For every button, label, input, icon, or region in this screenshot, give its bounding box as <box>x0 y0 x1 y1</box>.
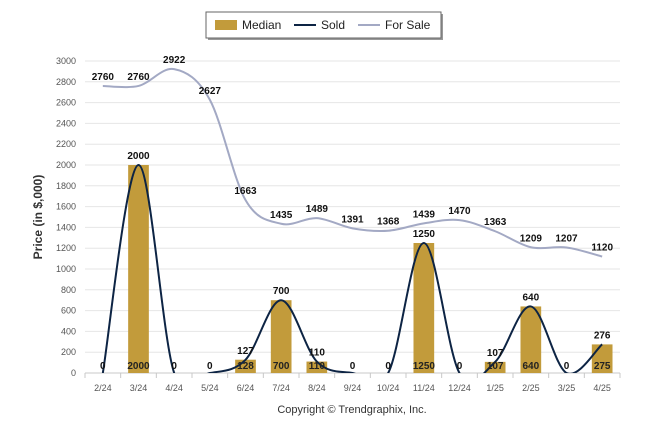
y-tick-label: 2400 <box>56 118 76 128</box>
data-label-sold: 0 <box>100 361 106 372</box>
data-label-for-sale: 1435 <box>270 210 293 221</box>
data-label-sold: 640 <box>522 292 539 303</box>
data-label-sold: 107 <box>487 348 504 359</box>
legend-label-for-sale: For Sale <box>385 18 431 32</box>
data-label-for-sale: 1663 <box>234 186 257 197</box>
y-tick-label: 800 <box>61 285 76 295</box>
data-label-for-sale: 1363 <box>484 217 507 228</box>
data-label-sold: 127 <box>237 346 254 357</box>
data-label-for-sale: 1368 <box>377 217 400 228</box>
data-label-sold: 276 <box>594 330 611 341</box>
y-tick-label: 1000 <box>56 264 76 274</box>
bar-median <box>128 165 149 373</box>
legend-swatch-median <box>215 20 237 30</box>
x-tick-label: 5/24 <box>201 383 219 393</box>
x-tick-label: 3/24 <box>130 383 148 393</box>
data-label-sold: 2000 <box>127 151 150 162</box>
data-label-for-sale: 1209 <box>520 233 543 244</box>
data-label-median: 107 <box>487 361 504 372</box>
x-tick-label: 11/24 <box>413 383 435 393</box>
x-tick-label: 2/25 <box>522 383 540 393</box>
y-tick-label: 1200 <box>56 243 76 253</box>
x-tick-label: 6/24 <box>237 383 255 393</box>
data-label-sold: 0 <box>171 361 177 372</box>
x-tick-label: 12/24 <box>448 383 471 393</box>
x-tick-label: 8/24 <box>308 383 326 393</box>
data-label-sold: 110 <box>309 348 326 359</box>
line-for-sale <box>102 68 603 258</box>
data-label-for-sale: 2760 <box>92 72 115 83</box>
y-tick-label: 200 <box>61 347 76 357</box>
data-label-median: 1250 <box>413 361 436 372</box>
legend-label-median: Median <box>242 18 281 32</box>
data-label-median: 700 <box>273 361 290 372</box>
data-label-sold: 700 <box>273 286 290 297</box>
bar-median <box>235 359 256 373</box>
data-label-for-sale: 2760 <box>127 72 150 83</box>
data-label-for-sale: 1207 <box>555 233 578 244</box>
data-label-for-sale: 1439 <box>413 209 436 220</box>
data-label-median: 640 <box>522 361 539 372</box>
x-tick-label: 9/24 <box>344 383 362 393</box>
data-label-median: 275 <box>594 361 611 372</box>
bar-median <box>306 361 328 373</box>
data-label-median: 110 <box>309 361 326 372</box>
y-tick-label: 2600 <box>56 98 76 108</box>
bar-median <box>270 300 292 373</box>
y-tick-label: 2000 <box>56 160 76 170</box>
data-label-sold: 1250 <box>413 229 436 240</box>
y-tick-label: 2200 <box>56 139 76 149</box>
legend <box>205 11 442 39</box>
y-tick-label: 0 <box>71 368 76 378</box>
x-tick-label: 4/24 <box>165 383 183 393</box>
data-label-sold: 0 <box>457 361 463 372</box>
data-label-for-sale: 2627 <box>199 86 222 97</box>
copyright-text: Copyright © Trendgraphix, Inc. <box>277 404 426 416</box>
x-tick-label: 3/25 <box>558 383 576 393</box>
y-tick-label: 1600 <box>56 202 76 212</box>
data-label-sold: 0 <box>564 361 570 372</box>
y-tick-label: 400 <box>61 326 76 336</box>
bar-median <box>520 306 542 373</box>
x-tick-label: 10/24 <box>377 383 400 393</box>
data-label-median: 2000 <box>127 361 150 372</box>
y-tick-label: 2800 <box>56 77 76 87</box>
y-axis-title: Price (in $,000) <box>31 175 45 260</box>
data-label-sold: 0 <box>350 361 356 372</box>
data-label-sold: 0 <box>207 361 213 372</box>
data-label-for-sale: 2922 <box>163 55 186 66</box>
x-tick-label: 4/25 <box>593 383 611 393</box>
data-label-for-sale: 1120 <box>591 243 613 254</box>
bar-median <box>484 361 506 373</box>
y-tick-label: 1800 <box>56 181 76 191</box>
legend-label-sold: Sold <box>321 18 345 32</box>
x-tick-label: 1/25 <box>486 383 504 393</box>
data-label-median: 128 <box>237 361 254 372</box>
y-tick-label: 3000 <box>56 56 76 66</box>
y-tick-label: 600 <box>61 306 76 316</box>
y-tick-label: 1400 <box>56 222 76 232</box>
bar-median <box>413 243 435 373</box>
data-label-for-sale: 1489 <box>306 204 329 215</box>
data-label-sold: 0 <box>385 361 391 372</box>
data-label-for-sale: 1470 <box>448 206 471 217</box>
x-tick-label: 2/24 <box>94 383 112 393</box>
x-tick-label: 7/24 <box>272 383 290 393</box>
data-label-for-sale: 1391 <box>341 214 364 225</box>
line-sold <box>101 163 603 373</box>
